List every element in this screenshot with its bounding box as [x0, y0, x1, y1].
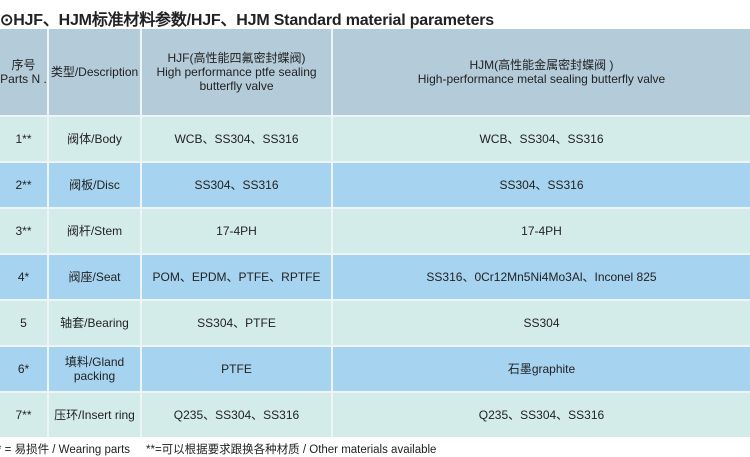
table-row: 1** 阀体/Body WCB、SS304、SS316 WCB、SS304、SS316: [0, 115, 750, 162]
cell-no: 5: [0, 299, 49, 346]
table-row: 6* 填料/Gland packing PTFE 石墨graphite: [0, 345, 750, 392]
cell-hjm: SS304: [332, 299, 750, 346]
header-no-cn: 序号: [11, 58, 36, 72]
cell-hjf: SS304、SS316: [141, 161, 333, 208]
table-row: 5 轴套/Bearing SS304、PTFE SS304: [0, 299, 750, 346]
cell-no: 3**: [0, 207, 49, 254]
cell-hjf: Q235、SS304、SS316: [141, 391, 333, 437]
cell-hjm: WCB、SS304、SS316: [332, 115, 750, 162]
cell-hjm: SS316、0Cr12Mn5Ni4Mo3Al、Inconel 825: [332, 253, 750, 300]
cell-hjm: SS304、SS316: [332, 161, 750, 208]
cell-hjf: PTFE: [141, 345, 333, 392]
cell-no: 1**: [0, 115, 49, 162]
cell-hjf: 17-4PH: [141, 207, 333, 254]
footer-note-wearing: * = 易损件 / Wearing parts: [0, 444, 131, 456]
cell-desc: 阀座/Seat: [48, 253, 142, 300]
footer-note-materials: **=可以根据要求跟换各种材质 / Other materials availa…: [146, 444, 437, 456]
cell-hjf: WCB、SS304、SS316: [141, 115, 333, 162]
cell-hjm: Q235、SS304、SS316: [332, 391, 750, 437]
cell-no: 2**: [0, 161, 49, 208]
cell-desc: 压环/Insert ring: [48, 391, 142, 437]
cell-hjf: SS304、PTFE: [141, 299, 333, 346]
table-row: 4* 阀座/Seat POM、EPDM、PTFE、RPTFE SS316、0Cr12M…: [0, 253, 750, 300]
table-row: 7** 压环/Insert ring Q235、SS304、SS316 Q235、SS…: [0, 391, 750, 437]
cell-desc: 阀体/Body: [48, 115, 142, 162]
header-hjm-en: High-performance metal sealing butterfly…: [417, 72, 666, 86]
cell-no: 7**: [0, 391, 49, 437]
table-row: 2** 阀板/Disc SS304、SS316 SS304、SS316: [0, 161, 750, 208]
header-hjf: HJF(高性能四氟密封蝶阀) High performance ptfe seal…: [141, 29, 333, 116]
cell-hjm: 石墨graphite: [332, 345, 750, 392]
cell-hjm: 17-4PH: [332, 207, 750, 254]
table-row: 3** 阀杆/Stem 17-4PH 17-4PH: [0, 207, 750, 254]
cell-hjf: POM、EPDM、PTFE、RPTFE: [141, 253, 333, 300]
cell-no: 4*: [0, 253, 49, 300]
header-hjf-en: High performance ptfe sealing butterfly …: [156, 65, 317, 93]
header-hjm: HJM(高性能金属密封蝶阀 ) High-performance metal se…: [332, 29, 750, 116]
header-hjf-cn: HJF(高性能四氟密封蝶阀): [167, 51, 306, 65]
page-title: ⊙HJF、HJM标准材料参数/HJF、HJM Standard material…: [0, 12, 494, 29]
cell-desc: 阀板/Disc: [48, 161, 142, 208]
material-table: 序号 Parts N . 类型/Description HJF(高性能四氟密封蝶阀…: [0, 29, 750, 437]
header-description: 类型/Description: [48, 29, 142, 116]
table-header: 序号 Parts N . 类型/Description HJF(高性能四氟密封蝶阀…: [0, 29, 750, 116]
cell-desc: 轴套/Bearing: [48, 299, 142, 346]
header-hjm-cn: HJM(高性能金属密封蝶阀 ): [469, 58, 614, 72]
header-no-en: Parts N .: [0, 72, 47, 86]
cell-desc: 填料/Gland packing: [48, 345, 142, 392]
header-parts-no: 序号 Parts N .: [0, 29, 49, 116]
cell-no: 6*: [0, 345, 49, 392]
cell-desc: 阀杆/Stem: [48, 207, 142, 254]
